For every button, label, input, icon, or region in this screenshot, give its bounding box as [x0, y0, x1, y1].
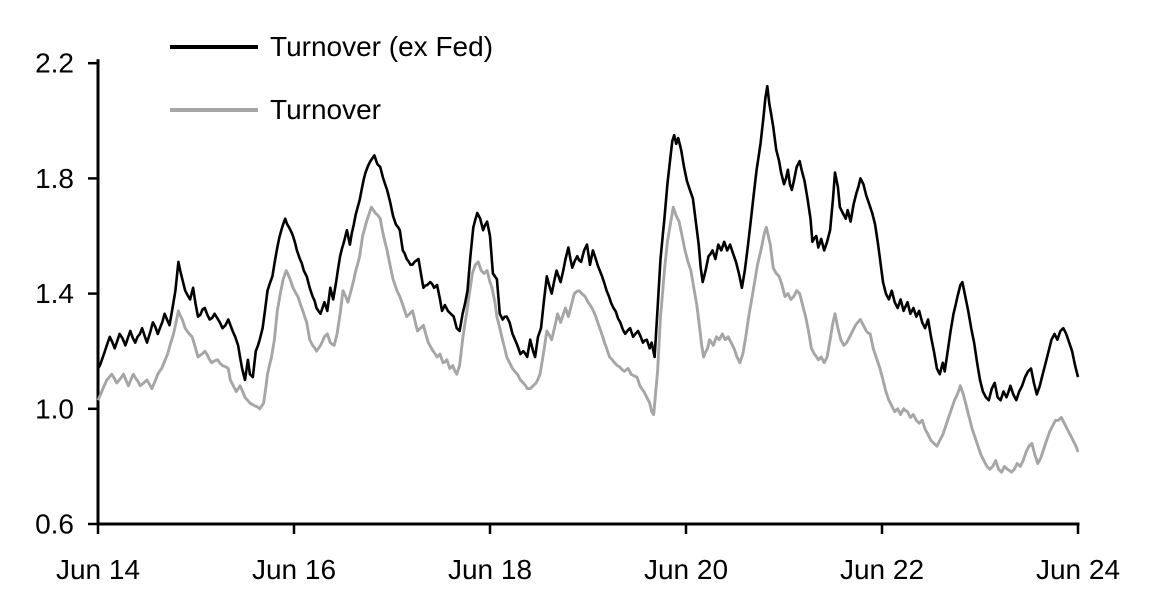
series-line-turnover	[96, 205, 1080, 474]
x-tick-label: Jun 14	[56, 554, 140, 585]
y-tick-label: 1.4	[35, 278, 74, 309]
x-tick-label: Jun 22	[840, 554, 924, 585]
x-tick-label: Jun 24	[1036, 554, 1120, 585]
y-tick-label: 1.0	[35, 393, 74, 424]
y-tick-label: 1.8	[35, 163, 74, 194]
series-line-turnover-ex-fed	[96, 84, 1080, 402]
y-tick-label: 0.6	[35, 509, 74, 540]
x-tick-label: Jun 20	[644, 554, 728, 585]
x-tick-label: Jun 16	[252, 554, 336, 585]
y-tick-label: 2.2	[35, 48, 74, 79]
x-tick-label: Jun 18	[448, 554, 532, 585]
